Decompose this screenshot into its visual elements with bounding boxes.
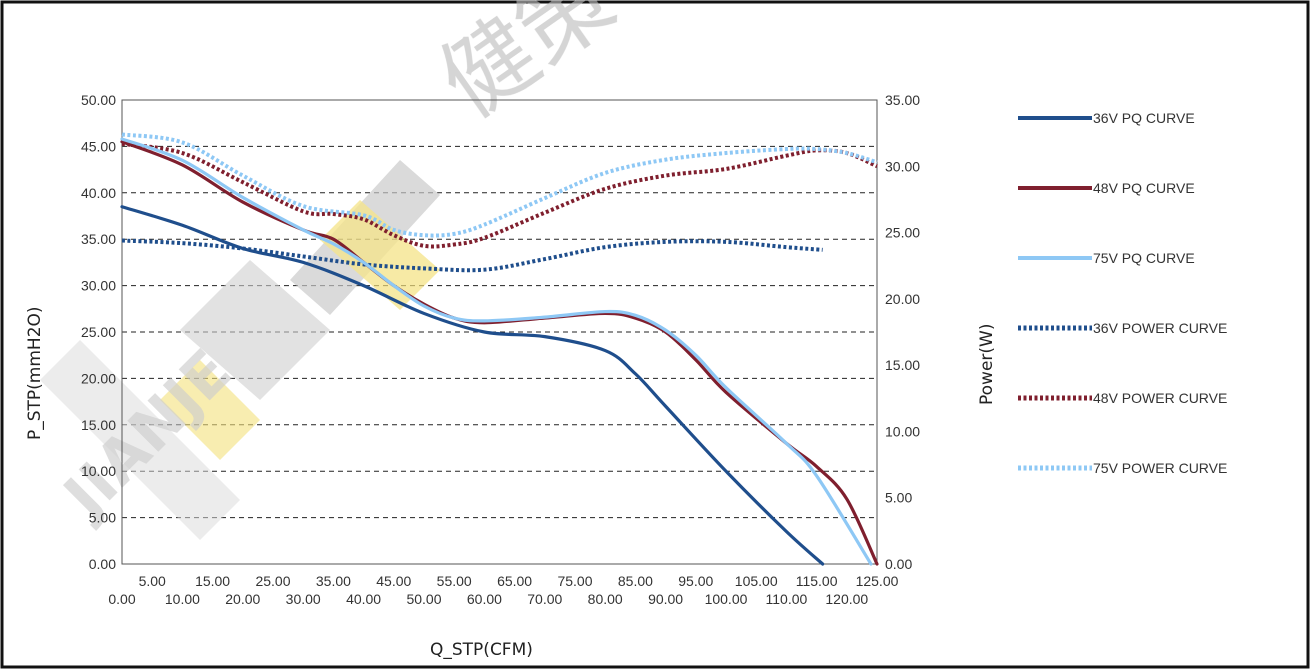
y-tick-label: 35.00 [81, 231, 116, 247]
y-tick-label: 45.00 [81, 138, 116, 154]
y2-tick-label: 10.00 [885, 423, 920, 439]
y-tick-label: 20.00 [81, 370, 116, 386]
x-tick-label: 80.00 [588, 591, 623, 607]
right-axis-ticks: 0.00 5.00 10.00 15.00 20.00 25.00 30.00 35.00 [885, 92, 920, 572]
x-tick-label: 125.00 [856, 573, 899, 589]
x-tick-label: 90.00 [648, 591, 683, 607]
x-tick-label: 100.00 [705, 591, 748, 607]
x-tick-label: 10.00 [165, 591, 200, 607]
legend: 36V PQ CURVE 48V PQ CURVE 75V PQ CURVE 36V … [1018, 110, 1227, 476]
x-tick-label: 20.00 [225, 591, 260, 607]
x-axis-ticks: 5.00 15.00 25.00 35.00 45.00 55.00 65.00 75.00 8… [108, 573, 898, 607]
y2-tick-label: 20.00 [885, 291, 920, 307]
legend-label: 48V POWER CURVE [1093, 390, 1227, 406]
x-tick-label: 30.00 [286, 591, 321, 607]
y-tick-label: 5.00 [89, 510, 116, 526]
legend-label: 75V POWER CURVE [1093, 460, 1227, 476]
legend-label: 36V PQ CURVE [1093, 110, 1195, 126]
series-line-6 [121, 132, 878, 238]
x-tick-label: 60.00 [467, 591, 502, 607]
series-line-1 [120, 205, 825, 566]
watermark-stripe [160, 360, 260, 460]
plot-area [121, 99, 878, 565]
x-tick-label: 45.00 [376, 573, 411, 589]
y2-tick-label: 25.00 [885, 225, 920, 241]
legend-label: 48V PQ CURVE [1093, 180, 1195, 196]
y2-tick-label: 30.00 [885, 158, 920, 174]
x-tick-label: 5.00 [139, 573, 166, 589]
y-tick-label: 30.00 [81, 278, 116, 294]
x-tick-label: 50.00 [406, 591, 441, 607]
x-tick-label: 25.00 [255, 573, 290, 589]
x-tick-label: 65.00 [497, 573, 532, 589]
right-axis-title: Power(W) [977, 324, 997, 405]
legend-label: 75V PQ CURVE [1093, 250, 1195, 266]
x-tick-label: 75.00 [557, 573, 592, 589]
left-axis-title: P_STP(mmH2O) [25, 306, 45, 440]
series-line-3 [120, 137, 873, 566]
y2-tick-label: 15.00 [885, 357, 920, 373]
x-tick-label: 105.00 [735, 573, 778, 589]
x-tick-label: 115.00 [796, 573, 838, 589]
x-tick-label: 95.00 [678, 573, 713, 589]
x-tick-label: 55.00 [437, 573, 472, 589]
y-tick-label: 0.00 [89, 556, 116, 572]
x-tick-label: 70.00 [527, 591, 562, 607]
legend-label: 36V POWER CURVE [1093, 320, 1227, 336]
x-tick-label: 40.00 [346, 591, 381, 607]
x-axis-title: Q_STP(CFM) [430, 640, 533, 660]
series-line-5 [121, 141, 878, 249]
left-axis-ticks: 0.00 5.00 10.00 15.00 20.00 25.00 30.00 35.00 40… [81, 92, 116, 572]
y-tick-label: 10.00 [81, 463, 116, 479]
series-layer [120, 132, 879, 566]
x-tick-label: 15.00 [195, 573, 230, 589]
x-tick-label: 110.00 [766, 591, 808, 607]
x-tick-label: 85.00 [618, 573, 653, 589]
y2-tick-label: 5.00 [885, 490, 912, 506]
y-tick-label: 40.00 [81, 185, 116, 201]
x-tick-label: 120.00 [825, 591, 868, 607]
watermark-stripe [320, 200, 440, 310]
x-tick-label: 35.00 [316, 573, 351, 589]
y-tick-label: 25.00 [81, 324, 116, 340]
watermark-stripe [180, 260, 330, 400]
y-tick-label: 50.00 [81, 92, 116, 108]
watermark-stripe [40, 340, 240, 540]
y2-tick-label: 35.00 [885, 92, 920, 108]
x-tick-label: 0.00 [108, 591, 135, 607]
y2-tick-label: 0.00 [885, 556, 912, 572]
y-tick-label: 15.00 [81, 417, 116, 433]
